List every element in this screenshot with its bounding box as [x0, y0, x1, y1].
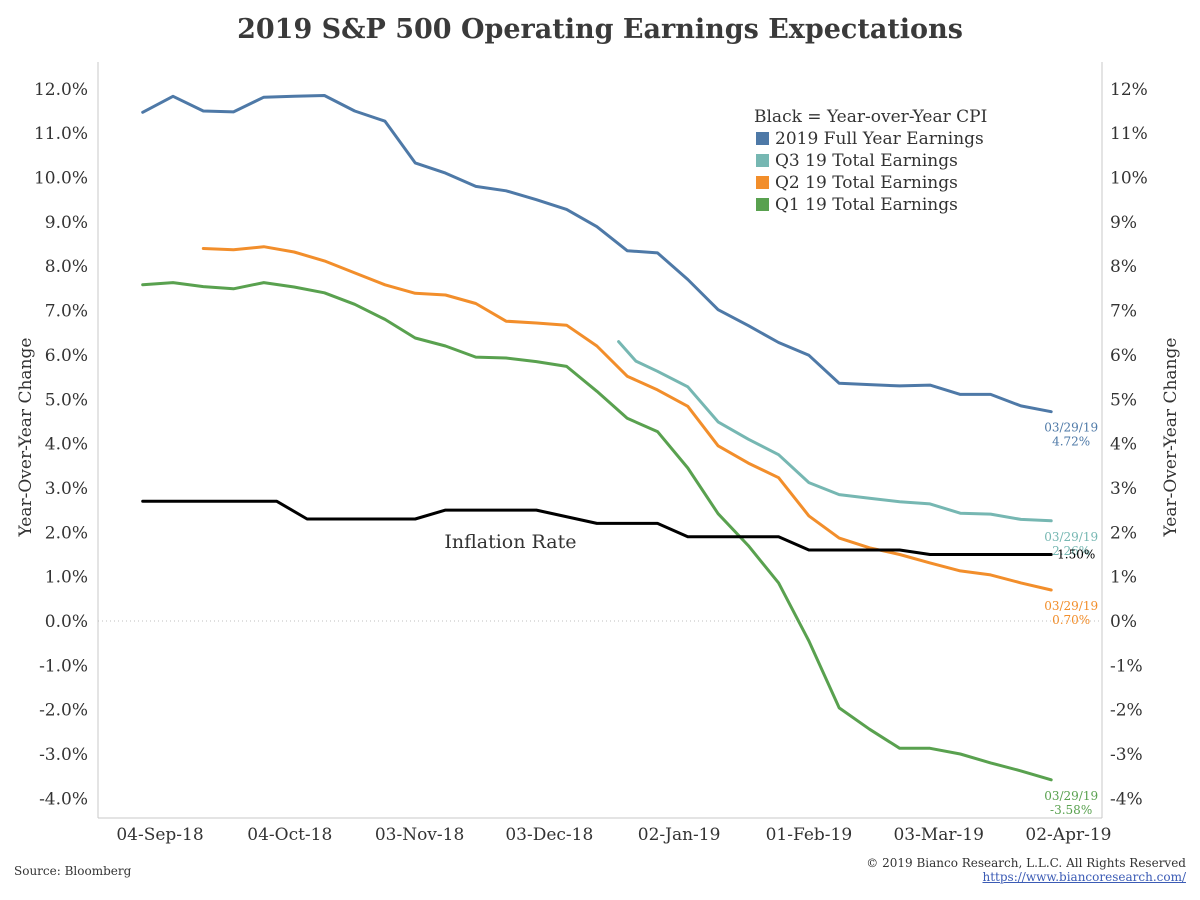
y-tick-left: 11.0%	[34, 124, 88, 144]
legend-header: Black = Year-over-Year CPI	[754, 107, 987, 127]
x-tick-label: 02-Jan-19	[638, 825, 721, 845]
legend-entry-label: 2019 Full Year Earnings	[775, 129, 984, 149]
copyright-note: © 2019 Bianco Research, L.L.C. All Right…	[866, 856, 1186, 870]
y-axis-title-right: Year-Over-Year Change	[1161, 338, 1181, 538]
legend-swatch	[756, 176, 769, 189]
website-link[interactable]: https://www.biancoresearch.com/	[982, 870, 1186, 884]
y-tick-left: 7.0%	[45, 302, 88, 322]
series-end-date-label: 03/29/19	[1044, 789, 1098, 803]
series-line	[141, 499, 1053, 556]
y-tick-right: -1%	[1110, 656, 1143, 676]
series-line	[141, 94, 1053, 414]
y-tick-left: 8.0%	[45, 257, 88, 277]
y-axis-title-left: Year-Over-Year Change	[16, 338, 36, 538]
source-note: Source: Bloomberg	[14, 864, 132, 878]
x-tick-label: 01-Feb-19	[766, 825, 853, 845]
chart-title: 2019 S&P 500 Operating Earnings Expectat…	[237, 14, 963, 45]
y-tick-left: 2.0%	[45, 523, 88, 543]
x-tick-label: 03-Nov-18	[375, 825, 464, 845]
y-tick-right: 10%	[1110, 169, 1148, 189]
legend-swatch	[756, 198, 769, 211]
series-end-value-label: 4.72%	[1052, 435, 1090, 449]
y-tick-right: 11%	[1110, 124, 1148, 144]
y-tick-right: 6%	[1110, 346, 1137, 366]
legend-swatch	[756, 154, 769, 167]
series-line	[201, 245, 1053, 592]
y-tick-right: 9%	[1110, 213, 1137, 233]
legend-entry-label: Q1 19 Total Earnings	[775, 195, 958, 215]
y-tick-left: 9.0%	[45, 213, 88, 233]
series-line	[617, 340, 1053, 523]
y-tick-right: 8%	[1110, 257, 1137, 277]
y-tick-right: 3%	[1110, 479, 1137, 499]
y-tick-right: -4%	[1110, 789, 1143, 809]
x-tick-label: 02-Apr-19	[1025, 825, 1111, 845]
y-tick-right: 5%	[1110, 390, 1137, 410]
y-tick-left: 5.0%	[45, 390, 88, 410]
inflation-rate-annotation: Inflation Rate	[444, 531, 576, 553]
series-line	[141, 281, 1053, 782]
y-tick-left: -1.0%	[39, 656, 88, 676]
y-tick-right: 2%	[1110, 523, 1137, 543]
y-tick-right: 4%	[1110, 435, 1137, 455]
y-tick-left: 4.0%	[45, 435, 88, 455]
y-tick-left: 3.0%	[45, 479, 88, 499]
x-tick-label: 03-Mar-19	[893, 825, 983, 845]
y-tick-right: 12%	[1110, 80, 1148, 100]
y-tick-left: 10.0%	[34, 169, 88, 189]
y-tick-right: -3%	[1110, 745, 1143, 765]
series-end-date-label: 03/29/19	[1044, 421, 1098, 435]
legend-swatch	[756, 132, 769, 145]
x-tick-label: 04-Sep-18	[116, 825, 203, 845]
x-tick-label: 03-Dec-18	[505, 825, 593, 845]
x-tick-label: 04-Oct-18	[247, 825, 332, 845]
y-tick-left: 1.0%	[45, 568, 88, 588]
series-end-value-label: 2.26%	[1052, 544, 1090, 558]
y-tick-right: 7%	[1110, 302, 1137, 322]
series-end-value-label: -3.58%	[1050, 803, 1092, 817]
y-tick-right: 0%	[1110, 612, 1137, 632]
legend-entry-label: Q2 19 Total Earnings	[775, 173, 958, 193]
series-end-date-label: 03/29/19	[1044, 599, 1098, 613]
y-tick-right: 1%	[1110, 568, 1137, 588]
y-tick-left: -3.0%	[39, 745, 88, 765]
y-tick-left: 12.0%	[34, 80, 88, 100]
y-tick-left: 6.0%	[45, 346, 88, 366]
series-end-value-label: 1.50%	[1057, 547, 1095, 561]
series-end-value-label: 0.70%	[1052, 613, 1090, 627]
series-end-date-label: 03/29/19	[1044, 530, 1098, 544]
y-tick-right: -2%	[1110, 701, 1143, 721]
legend-entry-label: Q3 19 Total Earnings	[775, 151, 958, 171]
y-tick-left: 0.0%	[45, 612, 88, 632]
y-tick-left: -2.0%	[39, 701, 88, 721]
y-tick-left: -4.0%	[39, 789, 88, 809]
